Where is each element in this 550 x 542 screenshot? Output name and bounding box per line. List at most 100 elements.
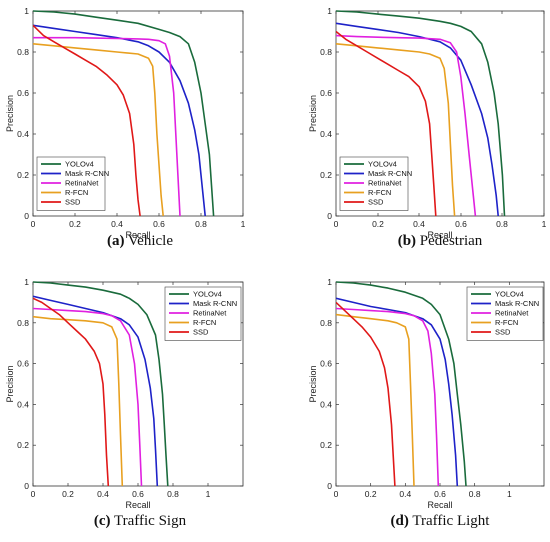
caption-text: Traffic Light	[409, 513, 490, 529]
chart-pedestrian: 0 0.2 0.4 0.6 0.8 1 0 0.2 0.4 0.6 0.8 1 Recall Precis…	[308, 6, 547, 249]
x-tick-label: 0.2	[69, 219, 81, 229]
x-tick-label: 0.8	[469, 489, 481, 499]
series-line-retinanet	[336, 307, 440, 486]
y-tick-label: 0.6	[17, 88, 29, 98]
legend-label: R-FCN	[368, 188, 391, 197]
series-line-mask-r-cnn	[33, 295, 159, 486]
legend-label: Mask R-CNN	[193, 299, 237, 308]
x-tick-label: 0.6	[455, 219, 467, 229]
x-tick-label: 0.4	[97, 489, 109, 499]
legend-label: RetinaNet	[368, 179, 402, 188]
series-line-yolov4	[336, 10, 506, 216]
legend-label: Mask R-CNN	[495, 299, 539, 308]
x-tick-label: 1	[241, 219, 246, 229]
x-tick-label: 0.4	[111, 219, 123, 229]
legend-label: YOLOv4	[193, 290, 222, 299]
x-tick-label: 0	[334, 219, 339, 229]
legend-label: SSD	[65, 198, 81, 207]
legend-label: YOLOv4	[495, 290, 524, 299]
y-tick-label: 0.8	[17, 47, 29, 57]
legend-label: YOLOv4	[368, 160, 397, 169]
y-tick-label: 0.2	[320, 170, 332, 180]
legend-label: R-FCN	[495, 318, 518, 327]
x-tick-label: 0	[334, 489, 339, 499]
x-tick-label: 1	[507, 489, 512, 499]
y-tick-label: 1	[24, 277, 29, 287]
legend-label: Mask R-CNN	[65, 169, 109, 178]
x-tick-label: 0.2	[365, 489, 377, 499]
caption-text: Vehicle	[125, 233, 174, 249]
series-line-retinanet	[336, 34, 477, 216]
y-tick-label: 0.6	[320, 88, 332, 98]
y-tick-label: 1	[327, 277, 332, 287]
legend-label: SSD	[495, 328, 511, 337]
series-line-retinanet	[33, 307, 143, 486]
legend-label: Mask R-CNN	[368, 169, 412, 178]
x-tick-label: 0.2	[372, 219, 384, 229]
series-line-ssd	[33, 24, 141, 216]
y-tick-label: 1	[24, 6, 29, 16]
caption-letter: (a)	[107, 233, 125, 249]
legend-label: RetinaNet	[495, 309, 529, 318]
y-tick-label: 0	[24, 481, 29, 491]
chart-traffic-sign: 0 0.2 0.4 0.6 0.8 1 0 0.2 0.4 0.6 0.8 1 Recall Precis…	[5, 277, 244, 529]
y-tick-label: 0.2	[17, 170, 29, 180]
y-tick-label: 0	[327, 481, 332, 491]
x-tick-label: 1	[206, 489, 211, 499]
series-line-yolov4	[336, 281, 467, 486]
x-tick-label: 0.8	[496, 219, 508, 229]
series-line-mask-r-cnn	[336, 22, 499, 216]
y-tick-label: 0.8	[17, 318, 29, 328]
y-tick-label: 0.8	[320, 47, 332, 57]
x-tick-label: 0	[31, 219, 36, 229]
y-tick-label: 0.6	[320, 359, 332, 369]
y-tick-label: 0.4	[320, 129, 332, 139]
y-tick-label: 1	[327, 6, 332, 16]
y-axis-label: Precision	[5, 95, 15, 132]
y-tick-label: 0.4	[17, 399, 29, 409]
legend-label: YOLOv4	[65, 160, 94, 169]
subfigure-caption: (c) Traffic Sign	[94, 513, 187, 529]
caption-letter: (c)	[94, 513, 111, 529]
x-tick-label: 0.4	[399, 489, 411, 499]
y-axis-label: Precision	[308, 365, 318, 402]
x-tick-label: 0.2	[62, 489, 74, 499]
subfigure-caption: (d) Traffic Light	[391, 513, 491, 529]
series-line-r-fcn	[33, 43, 164, 216]
legend-label: RetinaNet	[193, 309, 227, 318]
y-tick-label: 0.6	[17, 359, 29, 369]
x-tick-label: 0.6	[434, 489, 446, 499]
legend-label: SSD	[193, 328, 209, 337]
legend-label: RetinaNet	[65, 179, 99, 188]
chart-vehicle: 0 0.2 0.4 0.6 0.8 1 0 0.2 0.4 0.6 0.8 1 Recall Precis…	[5, 6, 246, 249]
series-line-retinanet	[33, 36, 181, 216]
legend-label: R-FCN	[193, 318, 216, 327]
series-line-yolov4	[33, 10, 215, 216]
subfigure-caption: (b) Pedestrian	[398, 233, 483, 249]
caption-text: Pedestrian	[416, 233, 483, 249]
x-tick-label: 0.4	[413, 219, 425, 229]
y-tick-label: 0.2	[320, 440, 332, 450]
x-tick-label: 0.6	[132, 489, 144, 499]
caption-letter: (d)	[391, 513, 409, 529]
caption-text: Traffic Sign	[111, 513, 187, 529]
x-axis-label: Recall	[125, 500, 150, 510]
y-tick-label: 0	[24, 211, 29, 221]
y-tick-label: 0.4	[320, 399, 332, 409]
x-axis-label: Recall	[427, 500, 452, 510]
subfigure-caption: (a) Vehicle	[107, 233, 173, 249]
series-line-r-fcn	[336, 313, 415, 486]
series-line-yolov4	[33, 281, 169, 486]
x-tick-label: 0.6	[153, 219, 165, 229]
x-tick-label: 0	[31, 489, 36, 499]
y-tick-label: 0.4	[17, 129, 29, 139]
legend-label: R-FCN	[65, 188, 88, 197]
series-line-mask-r-cnn	[33, 24, 206, 216]
x-tick-label: 1	[542, 219, 547, 229]
chart-traffic-light: 0 0.2 0.4 0.6 0.8 1 0 0.2 0.4 0.6 0.8 1 Recall Precis…	[308, 277, 545, 529]
caption-letter: (b)	[398, 233, 416, 249]
y-axis-label: Precision	[308, 95, 318, 132]
y-axis-label: Precision	[5, 365, 15, 402]
x-axis-label: Recall	[427, 230, 452, 240]
